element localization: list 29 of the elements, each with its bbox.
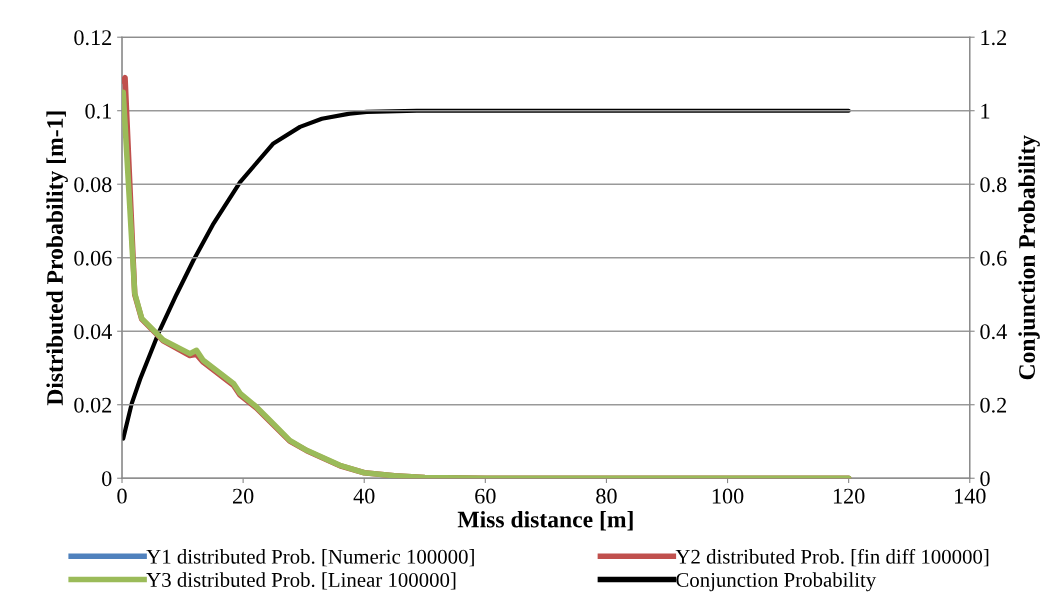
y2-tick-label: 0 [980,471,990,487]
y-tick-label: 0.06 [74,250,112,266]
x-tick-label: 100 [712,488,744,504]
y-tick-label: 0.1 [85,103,111,119]
y-tick-label: 0.04 [74,324,112,340]
y2-tick-label: 1 [981,103,990,119]
x-tick-label: 80 [596,488,617,504]
x-tick-label: 0 [117,488,127,504]
legend-label: Y1 distributed Prob. [Numeric 100000] [146,549,474,567]
y-tick-label: 0.08 [74,177,112,193]
x-axis-title: Miss distance [m] [457,510,633,531]
y2-axis-title: Conjunction Probability [1018,135,1040,380]
y-tick-label: 0.02 [74,397,112,413]
x-tick-label: 20 [232,488,254,504]
y-axis-title: Distributed Probability [m-1] [46,111,68,406]
y-tick-label: 0.12 [74,30,112,46]
y2-tick-label: 0.2 [980,397,1007,413]
x-tick-label: 140 [955,488,986,504]
x-tick-label: 120 [833,488,865,504]
y2-tick-label: 0.8 [980,177,1007,193]
y-tick-label: 0 [102,471,112,487]
y2-tick-label: 1.2 [981,30,1007,46]
y2-tick-label: 0.4 [980,324,1007,340]
y2-tick-label: 0.6 [980,250,1007,266]
x-tick-label: 60 [475,488,496,504]
x-tick-label: 40 [353,488,375,504]
legend-label: Y2 distributed Prob. [fin diff 100000] [675,548,989,567]
legend-label: Conjunction Probability [676,572,877,592]
legend-label: Y3 distributed Prob. [Linear 100000] [146,572,456,590]
